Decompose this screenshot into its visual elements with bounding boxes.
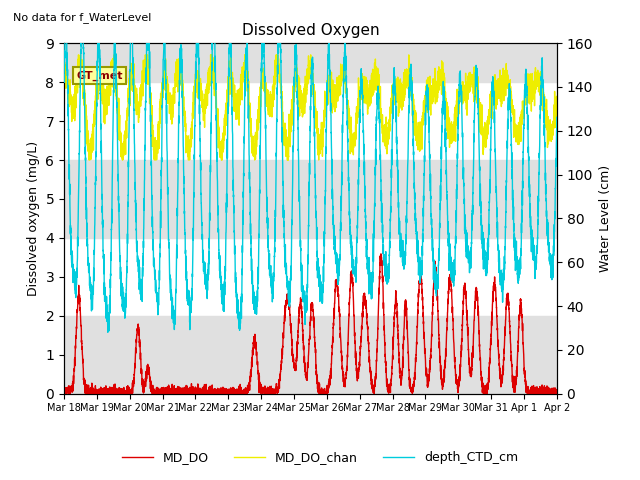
Text: GT_met: GT_met bbox=[76, 70, 123, 81]
Line: MD_DO: MD_DO bbox=[64, 254, 557, 394]
Line: MD_DO_chan: MD_DO_chan bbox=[64, 55, 557, 160]
Text: No data for f_WaterLevel: No data for f_WaterLevel bbox=[13, 12, 151, 23]
Bar bbox=[64, 43, 557, 82]
Y-axis label: Water Level (cm): Water Level (cm) bbox=[598, 165, 612, 272]
Legend: MD_DO, MD_DO_chan, depth_CTD_cm: MD_DO, MD_DO_chan, depth_CTD_cm bbox=[116, 446, 524, 469]
Title: Dissolved Oxygen: Dissolved Oxygen bbox=[241, 23, 380, 38]
Bar bbox=[64, 316, 557, 394]
Bar bbox=[64, 160, 557, 238]
Line: depth_CTD_cm: depth_CTD_cm bbox=[64, 39, 557, 332]
Y-axis label: Dissolved oxygen (mg/L): Dissolved oxygen (mg/L) bbox=[27, 141, 40, 296]
